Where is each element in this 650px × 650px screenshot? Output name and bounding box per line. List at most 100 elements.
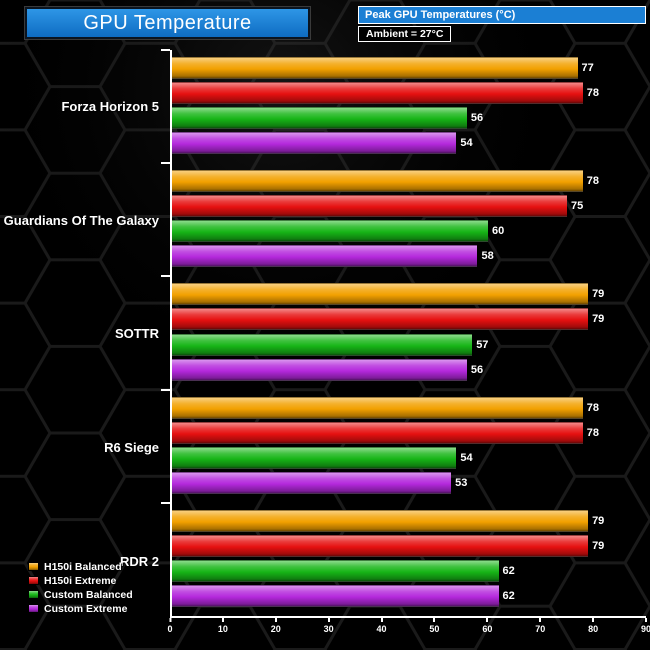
bar-h150i-extreme <box>172 421 583 444</box>
x-tick-mark <box>380 618 383 622</box>
x-tick-mark <box>486 618 489 622</box>
y-axis-tick <box>161 501 170 504</box>
legend: H150i Balanced H150i Extreme Custom Balanc… <box>28 559 133 616</box>
bar-value-label: 78 <box>586 87 600 100</box>
bar-h150i-extreme <box>172 534 589 557</box>
x-tick-mark <box>168 618 171 622</box>
legend-swatch-custom-balanced <box>28 590 39 599</box>
bar-row: 79 <box>172 283 646 306</box>
bar-value-label: 79 <box>592 288 605 301</box>
x-tick-label: 80 <box>588 624 599 634</box>
bar-custom-extreme <box>172 471 452 494</box>
y-axis-tick <box>161 388 170 391</box>
legend-label: Custom Balanced <box>44 588 133 601</box>
x-tick-label: 0 <box>167 624 173 634</box>
bar-row: 79 <box>172 534 646 557</box>
bar-value-label: 54 <box>460 451 473 464</box>
legend-item-h150i-balanced: H150i Balanced <box>28 560 133 573</box>
x-tick-label: 30 <box>323 624 334 634</box>
x-tick-label: 50 <box>429 624 440 634</box>
bar-h150i-extreme <box>172 82 583 105</box>
bar-h150i-extreme <box>172 308 589 331</box>
x-tick-80: 80 <box>588 618 598 634</box>
bar-row: 54 <box>172 446 646 469</box>
category-label-rdr-2: RDR 2 <box>119 553 159 569</box>
bar-group-guardians-of-the-galaxy: 78 75 60 58 <box>161 162 646 276</box>
bar-row: 79 <box>172 308 646 331</box>
bar-value-label: 62 <box>502 564 515 577</box>
bar-custom-extreme <box>172 585 499 607</box>
category-label-r6-siege: R6 Siege <box>104 440 159 456</box>
bar-value-label: 79 <box>592 514 605 527</box>
bar-value-label: 56 <box>470 363 484 376</box>
legend-label: H150i Extreme <box>44 574 117 587</box>
category-label-sottr: SOTTR <box>114 326 159 342</box>
bar-value-label: 78 <box>586 175 600 188</box>
chart-subtitle: Peak GPU Temperatures (°C) <box>358 6 646 24</box>
bar-value-label: 56 <box>470 112 484 125</box>
chart-title: GPU Temperature <box>83 11 252 34</box>
bar-value-label: 79 <box>592 313 605 326</box>
plot-area: 77 78 56 54 78 75 60 58 79 79 57 56 78 78 54 53 79 79 62 62 <box>161 49 646 618</box>
bar-row: 58 <box>172 245 646 268</box>
x-tick-50: 50 <box>429 618 439 634</box>
bar-h150i-balanced <box>172 283 589 306</box>
y-axis-tick <box>161 275 170 278</box>
legend-item-custom-extreme: Custom Extreme <box>28 602 133 615</box>
bar-group-sottr: 79 79 57 56 <box>161 275 646 389</box>
bar-custom-balanced <box>172 559 499 582</box>
bar-group-rdr-2: 79 79 62 62 <box>161 501 646 616</box>
legend-label: Custom Extreme <box>44 602 128 615</box>
x-tick-mark <box>327 618 330 622</box>
bar-h150i-extreme <box>172 195 567 218</box>
header-right: Peak GPU Temperatures (°C) Ambient = 27°… <box>358 6 646 42</box>
bar-row: 77 <box>172 57 646 79</box>
bar-value-label: 77 <box>581 62 594 74</box>
bar-row: 60 <box>172 220 646 243</box>
bar-row: 78 <box>172 396 646 419</box>
bar-row: 75 <box>172 195 646 218</box>
bar-custom-extreme <box>172 132 457 155</box>
bar-row: 62 <box>172 585 646 607</box>
bar-custom-extreme <box>172 245 478 268</box>
x-tick-60: 60 <box>482 618 492 634</box>
bar-value-label: 78 <box>586 426 600 439</box>
x-tick-label: 70 <box>535 624 546 634</box>
x-tick-mark <box>539 618 542 622</box>
bar-row: 62 <box>172 559 646 582</box>
bar-h150i-balanced <box>172 170 583 193</box>
x-tick-label: 20 <box>270 624 281 634</box>
x-tick-30: 30 <box>324 618 334 634</box>
x-tick-mark <box>592 618 595 622</box>
bar-value-label: 78 <box>586 401 600 414</box>
bar-row: 78 <box>172 170 646 193</box>
bar-custom-balanced <box>172 333 473 356</box>
bar-value-label: 60 <box>491 225 505 238</box>
legend-label: H150i Balanced <box>44 560 122 573</box>
bar-value-label: 58 <box>481 250 494 263</box>
bar-row: 56 <box>172 107 646 130</box>
category-label-forza-horizon-5: Forza Horizon 5 <box>61 99 159 115</box>
legend-item-custom-balanced: Custom Balanced <box>28 588 133 601</box>
bar-h150i-balanced <box>172 396 583 419</box>
bar-row: 56 <box>172 358 646 381</box>
x-tick-20: 20 <box>271 618 281 634</box>
x-tick-mark <box>221 618 224 622</box>
bar-group-r6-siege: 78 78 54 53 <box>161 388 646 503</box>
bar-custom-balanced <box>172 107 467 130</box>
ambient-note: Ambient = 27°C <box>358 26 452 42</box>
bar-h150i-balanced <box>172 509 589 532</box>
y-axis-tick <box>161 49 170 51</box>
legend-item-h150i-extreme: H150i Extreme <box>28 574 133 587</box>
bar-row: 57 <box>172 333 646 356</box>
x-tick-70: 70 <box>535 618 545 634</box>
x-tick-mark <box>433 618 436 622</box>
bar-value-label: 75 <box>571 200 584 213</box>
bar-value-label: 62 <box>502 590 515 602</box>
x-tick-0: 0 <box>167 618 173 634</box>
bar-row: 53 <box>172 471 646 494</box>
bar-value-label: 79 <box>592 539 605 552</box>
x-tick-label: 10 <box>217 624 228 634</box>
x-axis: 0 10 20 30 40 50 60 70 80 90 <box>167 618 650 644</box>
